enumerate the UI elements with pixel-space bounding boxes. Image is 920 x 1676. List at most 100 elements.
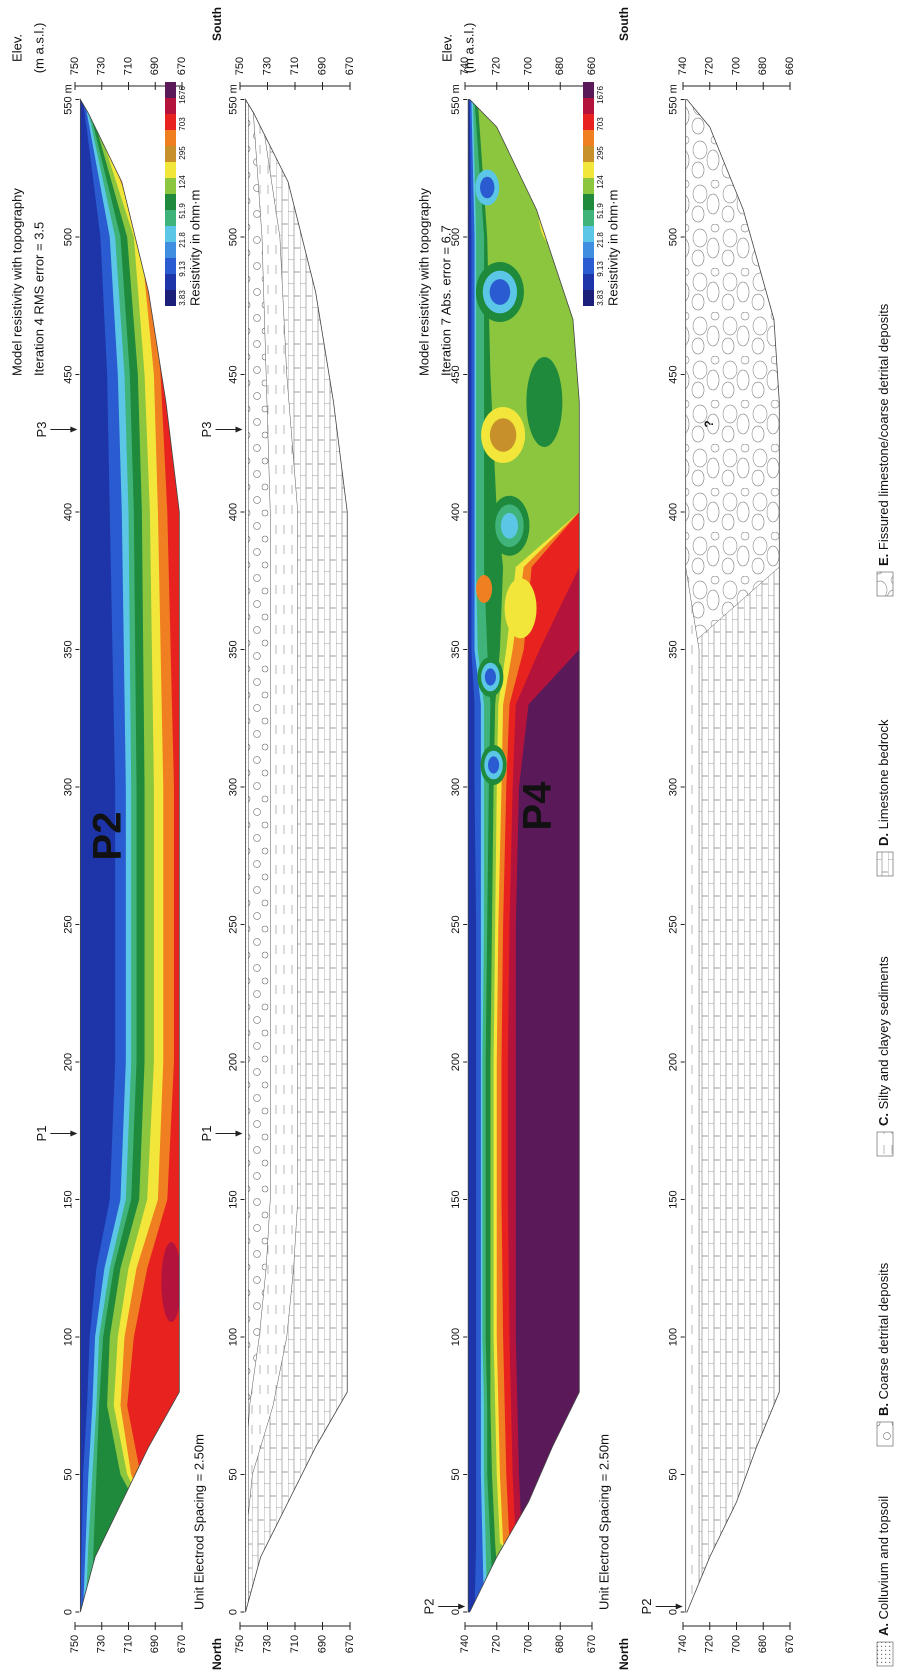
elevation-tick-label: 690 [316,1635,328,1653]
colorbar-swatch [165,146,176,162]
elevation-tick-label: 730 [261,1635,273,1653]
distance-tick-label: 150 [450,1190,462,1208]
distance-tick-label: 500 [668,228,680,246]
elevation-tick-label: 660 [586,57,598,75]
colorbar-tick-label: 9.13 [178,261,187,277]
colorbar-tick-label: 51.9 [596,203,605,219]
resistivity-anomaly [544,189,561,231]
colorbar-swatch [165,210,176,226]
distance-tick-label: 400 [62,503,74,521]
colorbar-tick-label: 1676 [178,86,187,104]
elevation-title: (m a.s.l.) [461,23,476,74]
north-label: North [617,1638,631,1670]
resistivity-anomaly [161,1242,181,1322]
colorbar-swatch [583,178,594,194]
elevation-tick-label: 680 [757,57,769,75]
profile-marker-label: P2 [639,1599,654,1615]
elevation-tick-label: 700 [522,1635,534,1653]
colorbar-swatch [165,274,176,290]
elevation-tick-label: 700 [522,57,534,75]
elevation-tick-label: 670 [784,1635,796,1653]
legend-entry: A. Colluvium and topsoil [876,1496,891,1636]
elevation-tick-label: 690 [149,1635,161,1653]
legend-text: Limestone bedrock [876,719,891,829]
colorbar-swatch [583,130,594,146]
distance-tick-label: 100 [227,1328,239,1346]
distance-tick-label: 200 [668,1053,680,1071]
resistivity-anomaly [501,513,518,539]
colorbar-tick-label: 3.83 [596,290,605,306]
elevation-tick-label: 720 [704,1635,716,1653]
elevation-tick-label: 740 [459,1635,471,1653]
elevation-tick-label: 670 [344,57,356,75]
resistivity-section [466,100,579,1613]
distance-tick-label: 550 m [227,84,239,115]
distance-tick-label: 100 [62,1328,74,1346]
distance-tick-label: 400 [227,503,239,521]
section-title: Model resistivity with topography [416,188,431,376]
south-label: South [210,7,224,41]
distance-tick-label: 500 [227,228,239,246]
distance-tick-label: 0 [227,1609,239,1615]
distance-tick-label: 500 [62,228,74,246]
legend-letter: E. [876,554,891,566]
colorbar-swatch [165,114,176,130]
section-title: Iteration 7 Abs. error = 6.7 [438,225,453,376]
legend-swatch [877,1642,893,1666]
resistivity-anomaly [505,578,537,638]
distance-tick-label: 550 m [450,84,462,115]
uncertain-boundary: ? [702,420,716,427]
elevation-tick-label: 710 [122,57,134,75]
legend-text: Colluvium and topsoil [876,1496,891,1620]
distance-tick-label: 0 [668,1609,680,1615]
legend-swatch [877,852,893,876]
distance-tick-label: 250 [450,915,462,933]
distance-tick-label: 50 [62,1468,74,1480]
legend-swatch [877,572,893,596]
elevation-tick-label: 730 [96,1635,108,1653]
legend-entry: E. Fissured limestone/coarse detrital de… [876,303,891,566]
page: {"panels": [ {"label": "P2", "title": ["… [0,0,920,1676]
colorbar-swatch [165,194,176,210]
colorbar-swatch [583,114,594,130]
profile-marker-arrowhead [236,1131,243,1137]
distance-tick-label: 350 [62,640,74,658]
distance-tick-label: 300 [62,778,74,796]
profile-marker-label: P3 [34,422,49,438]
colorbar-tick-label: 124 [178,175,187,189]
electrode-spacing: Unit Electrod Spacing = 2.50m [191,1434,206,1610]
legend-text: Fissured limestone/coarse detrital depos… [876,303,891,550]
north-label: North [210,1638,224,1670]
colorbar-swatch [583,226,594,242]
colorbar-swatch [583,146,594,162]
elevation-tick-label: 750 [234,57,246,75]
colorbar-swatch [583,210,594,226]
distance-tick-label: 400 [668,503,680,521]
profile-marker-arrowhead [676,1604,683,1610]
profile-marker-arrowhead [458,1604,465,1610]
distance-tick-label: 350 [227,640,239,658]
distance-tick-label: 50 [450,1468,462,1480]
south-label: South [617,7,631,41]
legend-letter: A. [876,1623,891,1636]
profile-marker-arrowhead [70,1131,77,1137]
legend-entry: B. Coarse detrital deposits [876,1262,891,1416]
distance-tick-label: 450 [62,365,74,383]
geology-section [684,100,780,1613]
distance-tick-label: 450 [668,365,680,383]
resistivity-anomaly [485,668,496,685]
colorbar-tick-label: 9.13 [596,261,605,277]
distance-tick-label: 400 [450,503,462,521]
rotated-figure: 750 730 710 690 670 750 730 710 690 670 0 50 100 150 2… [9,7,893,1670]
elevation-tick-label: 750 [69,1635,81,1653]
legend-letter: B. [876,1403,891,1416]
elevation-title: Elev. [9,34,24,62]
colorbar-swatch [165,258,176,274]
distance-tick-label: 0 [450,1609,462,1615]
distance-tick-label: 250 [62,915,74,933]
elevation-tick-label: 670 [176,1635,188,1653]
elevation-tick-label: 690 [316,57,328,75]
elevation-tick-label: 740 [677,57,689,75]
figure: 750 730 710 690 670 750 730 710 690 670 0 50 100 150 2… [0,0,920,1676]
elevation-tick-label: 710 [289,57,301,75]
